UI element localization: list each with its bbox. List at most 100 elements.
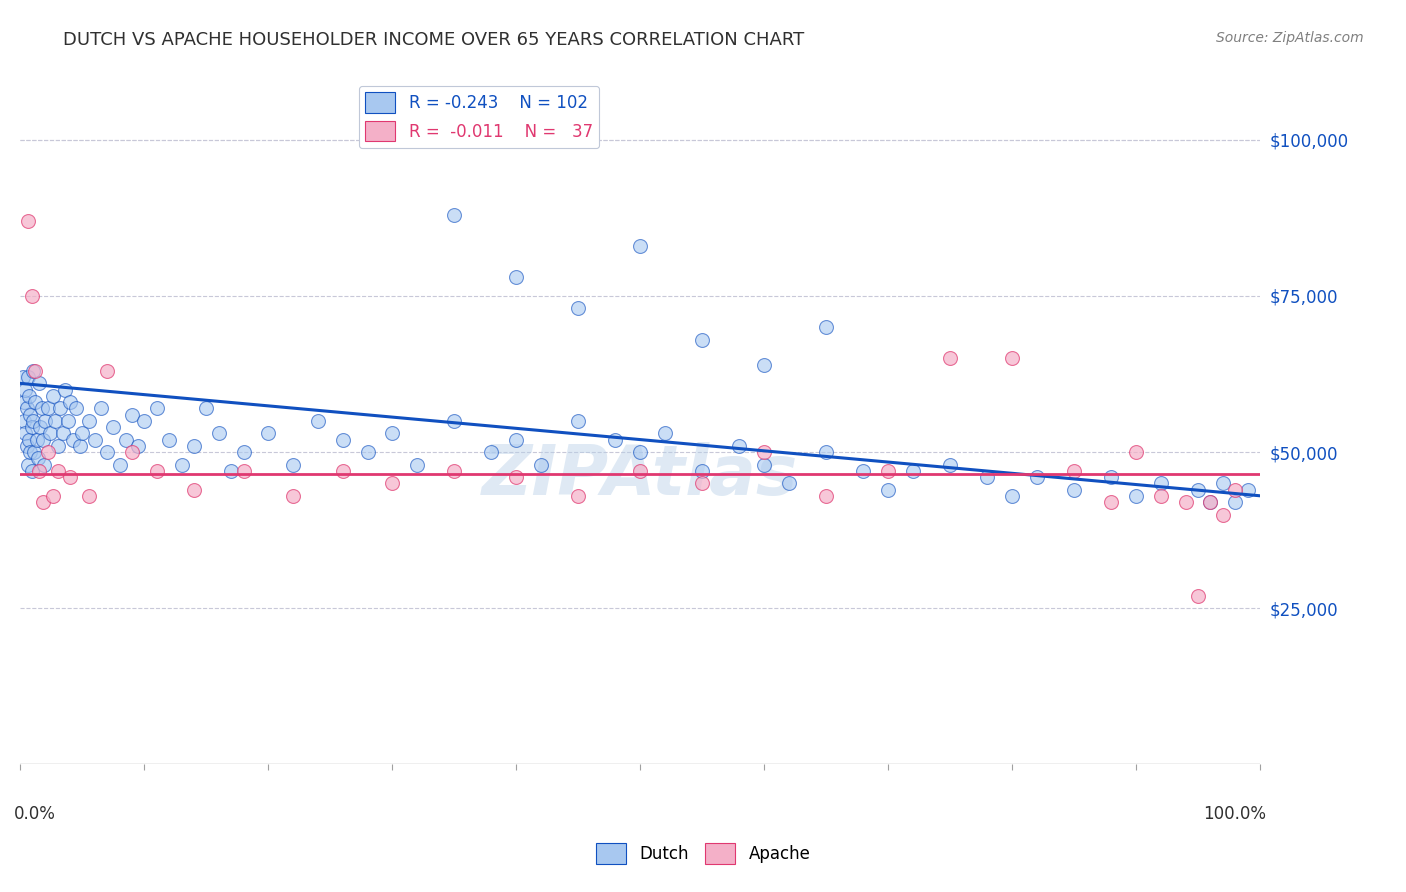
Text: Source: ZipAtlas.com: Source: ZipAtlas.com	[1216, 31, 1364, 45]
Point	[1187, 483, 1209, 497]
Point	[219, 464, 242, 478]
Point	[628, 445, 651, 459]
Point	[15, 401, 38, 416]
Point	[17, 214, 39, 228]
Point	[13, 395, 35, 409]
Point	[1099, 470, 1122, 484]
Point	[83, 433, 105, 447]
Point	[52, 426, 75, 441]
Point	[127, 439, 149, 453]
Point	[381, 426, 404, 441]
Point	[183, 439, 205, 453]
Point	[11, 370, 34, 384]
Point	[39, 426, 62, 441]
Point	[307, 414, 329, 428]
Point	[31, 401, 53, 416]
Point	[32, 458, 55, 472]
Point	[108, 458, 131, 472]
Point	[21, 364, 44, 378]
Point	[30, 420, 52, 434]
Point	[1001, 489, 1024, 503]
Point	[37, 401, 59, 416]
Text: ZIPAtlas: ZIPAtlas	[482, 442, 799, 509]
Point	[406, 458, 429, 472]
Point	[46, 439, 69, 453]
Point	[778, 476, 800, 491]
Point	[1174, 495, 1197, 509]
Point	[121, 445, 143, 459]
Point	[77, 414, 100, 428]
Point	[1225, 495, 1247, 509]
Point	[332, 433, 354, 447]
Point	[146, 401, 169, 416]
Point	[22, 445, 45, 459]
Point	[481, 445, 503, 459]
Point	[65, 401, 87, 416]
Point	[1150, 476, 1173, 491]
Point	[96, 445, 118, 459]
Point	[56, 414, 79, 428]
Point	[1025, 470, 1047, 484]
Point	[381, 476, 404, 491]
Point	[505, 433, 527, 447]
Point	[28, 376, 51, 391]
Point	[232, 464, 254, 478]
Point	[134, 414, 156, 428]
Point	[605, 433, 627, 447]
Point	[281, 489, 304, 503]
Point	[754, 358, 776, 372]
Point	[1063, 483, 1085, 497]
Point	[24, 395, 46, 409]
Point	[567, 414, 589, 428]
Point	[31, 433, 53, 447]
Point	[20, 464, 42, 478]
Point	[281, 458, 304, 472]
Point	[690, 464, 713, 478]
Point	[77, 489, 100, 503]
Point	[146, 464, 169, 478]
Point	[21, 414, 44, 428]
Point	[59, 395, 82, 409]
Point	[49, 401, 72, 416]
Point	[628, 464, 651, 478]
Point	[14, 426, 37, 441]
Point	[356, 445, 378, 459]
Point	[1187, 589, 1209, 603]
Point	[815, 320, 838, 334]
Point	[1199, 495, 1222, 509]
Point	[27, 451, 49, 466]
Point	[1212, 476, 1234, 491]
Point	[1150, 489, 1173, 503]
Point	[62, 433, 84, 447]
Point	[46, 464, 69, 478]
Point	[157, 433, 180, 447]
Point	[37, 445, 59, 459]
Point	[96, 364, 118, 378]
Legend: Dutch, Apache: Dutch, Apache	[589, 837, 817, 871]
Point	[976, 470, 998, 484]
Point	[815, 445, 838, 459]
Point	[1125, 489, 1147, 503]
Point	[25, 433, 48, 447]
Point	[20, 408, 42, 422]
Point	[17, 458, 39, 472]
Point	[332, 464, 354, 478]
Point	[901, 464, 924, 478]
Point	[815, 489, 838, 503]
Point	[654, 426, 676, 441]
Text: 0.0%: 0.0%	[14, 805, 56, 823]
Point	[13, 414, 35, 428]
Point	[114, 433, 136, 447]
Point	[877, 464, 900, 478]
Point	[728, 439, 751, 453]
Point	[53, 383, 76, 397]
Point	[20, 420, 42, 434]
Point	[31, 495, 53, 509]
Point	[28, 464, 51, 478]
Point	[69, 439, 91, 453]
Point	[852, 464, 875, 478]
Point	[170, 458, 193, 472]
Point	[1236, 483, 1258, 497]
Point	[232, 445, 254, 459]
Point	[18, 433, 41, 447]
